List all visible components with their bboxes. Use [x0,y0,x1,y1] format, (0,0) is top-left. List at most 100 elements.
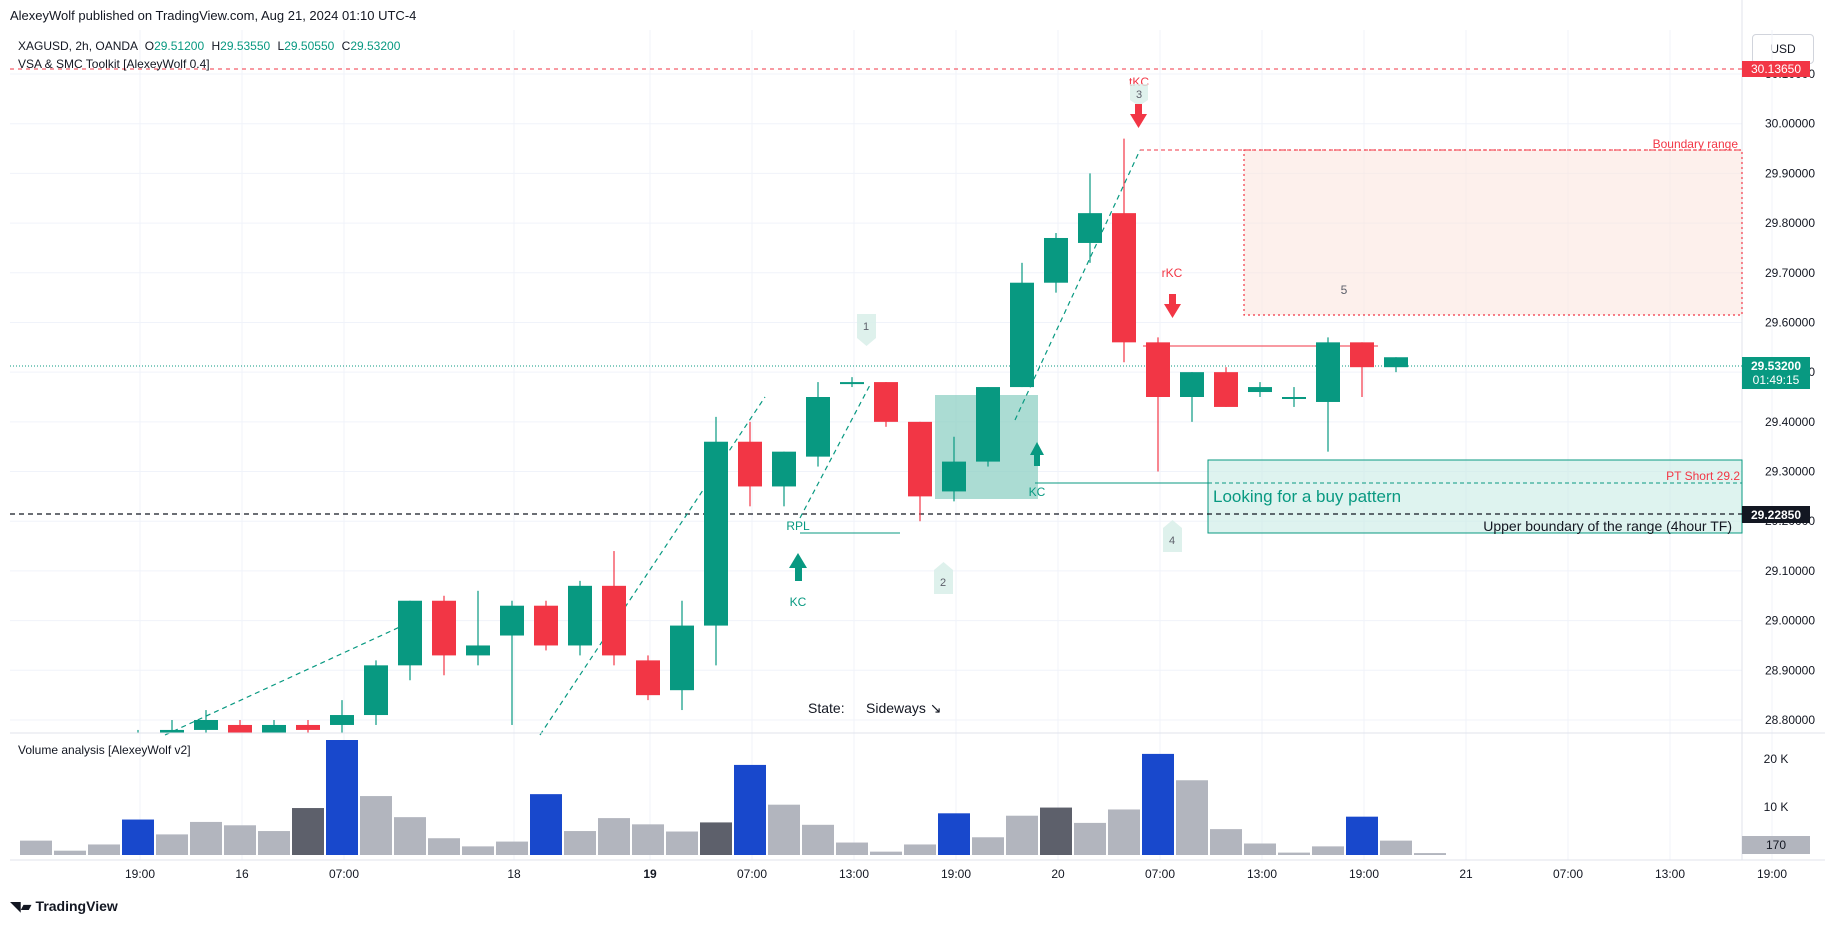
candle-body[interactable] [1214,372,1238,407]
candle-body[interactable] [772,451,796,487]
indicator-1-name: VSA & SMC Toolkit [AlexeyWolf 0.4] [18,57,210,71]
top-price-label-bg [1742,61,1810,77]
trendline-3 [799,384,871,519]
price-tick-label: 29.40000 [1765,415,1815,429]
upper-boundary-label: Upper boundary of the range (4hour TF) [1483,518,1732,534]
rpl-label: RPL [786,519,810,533]
candle-body[interactable] [398,600,422,666]
candle-body[interactable] [330,715,354,725]
last-volume-label: 170 [1766,838,1786,852]
volume-bar [1040,807,1072,855]
candle-body[interactable] [1180,372,1204,397]
current-price-label-bg [1742,357,1810,389]
volume-bar [462,846,494,855]
time-tick-label: 19:00 [125,867,155,881]
time-tick-label: 07:00 [737,867,767,881]
time-tick-label: 19:00 [1757,867,1787,881]
candle-body[interactable] [568,585,592,646]
time-tick-label: 19:00 [941,867,971,881]
level-price-label: 29.22850 [1751,508,1801,522]
symbol-name: XAGUSD, 2h, OANDA [18,39,138,53]
svg-text:3: 3 [1136,89,1142,101]
time-axis: 19:00 16 07:00 18 19 07:00 13:00 19:00 20 07:00 13… [125,867,1787,881]
volume-bar [632,824,664,855]
candle-body[interactable] [738,441,762,487]
trendline-4 [1014,149,1141,421]
volume-bar [666,831,698,855]
svg-text:1: 1 [863,321,869,333]
volume-bar [564,831,596,855]
price-tick-label: 30.00000 [1765,117,1815,131]
candle-body[interactable] [364,665,388,716]
time-tick-label: 13:00 [839,867,869,881]
candle-body[interactable] [1316,342,1340,402]
candle-body[interactable] [908,421,932,497]
time-tick-label: 13:00 [1247,867,1277,881]
candle-body[interactable] [942,461,966,492]
candle-body[interactable] [1078,213,1102,243]
candle-body[interactable] [670,625,694,691]
time-tick-label: 07:00 [1553,867,1583,881]
svg-text:2: 2 [940,577,946,589]
time-tick-label: 07:00 [1145,867,1175,881]
volume-tick-label: 20 K [1764,752,1789,766]
volume-bar [496,841,528,855]
candle-body[interactable] [534,605,558,646]
rkc-label: rKC [1162,266,1183,280]
candle-body[interactable] [1112,213,1136,343]
price-tick-label: 29.00000 [1765,614,1815,628]
candle-body[interactable] [704,441,728,626]
svg-text:XAGUSD, 2h, OANDA O29.51: XAGUSD, 2h, OANDA O29.51200 H29.53550 L2… [18,39,401,53]
down-arrow-rkc-icon [1164,294,1181,318]
volume-bar [1006,815,1038,855]
svg-text:4: 4 [1169,535,1175,547]
candle-body[interactable] [840,382,864,385]
candle-body[interactable] [1350,342,1374,368]
buy-zone [1207,459,1743,534]
candle-body[interactable] [466,645,490,656]
price-tick-label: 29.10000 [1765,564,1815,578]
volume-bar [1414,853,1446,855]
candle-body[interactable] [1044,237,1068,283]
boundary-range-zone [1243,149,1743,316]
state-label: State: [808,700,845,716]
price-axis: 30.1000030.0000029.9000029.8000029.70000… [1765,67,1815,727]
candle-body[interactable] [602,585,626,656]
candle-body[interactable] [1146,342,1170,397]
candle-body[interactable] [976,387,1000,462]
candle-body[interactable] [228,724,252,735]
tradingview-logo-icon: ᠎◥▰ [10,898,32,914]
time-tick-label: 19 [643,867,657,881]
volume-bar [598,818,630,855]
kc-mid-label: KC [1029,485,1046,499]
candle-body[interactable] [1010,282,1034,388]
symbol-legend: XAGUSD, 2h, OANDA O29.51200 H29.53550 L2… [18,39,401,53]
candle-body[interactable] [194,720,218,730]
candle-body[interactable] [1282,397,1306,399]
candle-body[interactable] [262,724,286,735]
boundary-range-label: Boundary range [1653,137,1739,151]
marker-1: 1 [857,314,876,346]
candle-body[interactable] [1248,387,1272,393]
candle-body[interactable] [296,724,320,730]
volume-bar [88,844,120,855]
volume-bar [768,804,800,855]
volume-bar [530,794,562,855]
candle-body[interactable] [500,605,524,636]
up-arrow-kc-mid-icon [1030,442,1044,466]
marker-4: 4 [1163,520,1182,552]
time-tick-label: 16 [235,867,249,881]
candle-body[interactable] [432,600,456,656]
candle-body[interactable] [636,660,660,696]
candle-body[interactable] [874,382,898,422]
countdown-label: 01:49:15 [1753,373,1800,387]
candle-body[interactable] [1384,357,1408,368]
volume-bar [1380,840,1412,855]
volume-bar [734,764,766,855]
volume-bar [258,831,290,855]
indicator-2-name: Volume analysis [AlexeyWolf v2] [18,743,191,757]
price-tick-label: 29.90000 [1765,166,1815,180]
candle-body[interactable] [160,729,184,735]
candle-body[interactable] [806,397,830,457]
